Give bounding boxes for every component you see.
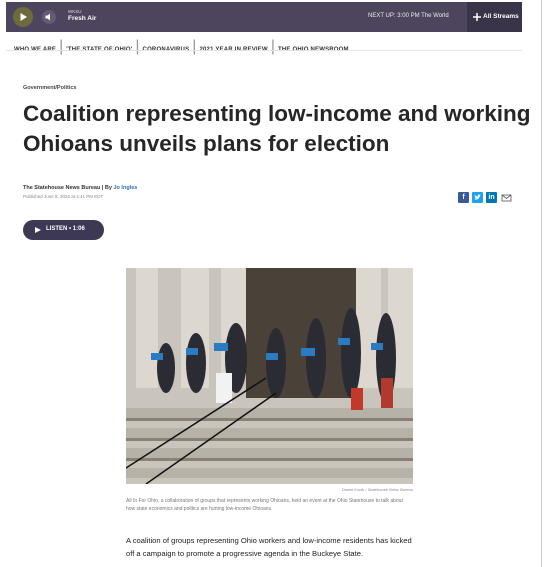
share-email[interactable] [501, 194, 513, 202]
share-linkedin[interactable]: in [486, 192, 497, 203]
body-line: off a campaign to promote a progressive … [126, 549, 363, 558]
byline: The Statehouse News Bureau | By Jo Ingle… [23, 185, 137, 191]
body-line: A coalition of groups representing Ohio … [126, 536, 412, 545]
share-twitter[interactable] [472, 192, 483, 203]
share-facebook[interactable]: f [458, 192, 469, 203]
caption-line: All In For Ohio, a collaboration of grou… [126, 498, 403, 504]
article-photo [126, 268, 413, 484]
station: WKSU [68, 9, 82, 14]
plus-icon [473, 13, 481, 21]
streams-button[interactable]: All Streams [467, 2, 522, 32]
author-link[interactable]: Jo Ingles [113, 185, 137, 191]
next-up: NEXT UP: 3:00 PM The World [368, 13, 449, 19]
listen-play-icon [35, 227, 41, 233]
window-edge [541, 0, 542, 567]
page-body: WKSU Fresh Air NEXT UP: 3:00 PM The Worl… [0, 0, 545, 567]
nav: WHO WE ARE|'THE STATE OF OHIO'|CORONAVIR… [14, 38, 349, 56]
divider [6, 50, 522, 51]
headline-line: Ohioans unveils plans for election [23, 131, 389, 157]
published: Published June 8, 2022 at 4:41 PM EDT [23, 194, 103, 199]
twitter-icon [472, 192, 483, 203]
category[interactable]: Government/Politics [23, 85, 77, 91]
page: {"player": {"station": "WKSU", "show": "… [0, 0, 545, 567]
listen-button[interactable]: LISTEN • 1:06 [23, 220, 104, 240]
photo-credit: Daniel Konik / Statehouse News Bureau [126, 487, 413, 492]
byline-source: The Statehouse News Bureau | By [23, 185, 112, 191]
headline-line: Coalition representing low-income and wo… [23, 101, 531, 127]
caption-line: how state economics and politics are hur… [126, 506, 272, 512]
show: Fresh Air [68, 15, 96, 22]
streams-label: All Streams [483, 13, 519, 20]
player-controls [12, 6, 72, 28]
audio-player: WKSU Fresh Air NEXT UP: 3:00 PM The Worl… [6, 2, 522, 32]
listen-label: LISTEN • 1:06 [46, 226, 85, 232]
